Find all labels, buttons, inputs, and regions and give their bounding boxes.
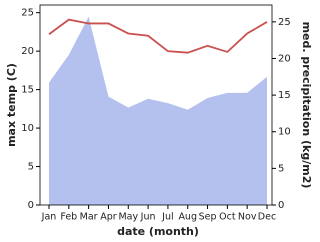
y2-axis-title: med. precipitation (kg/m2) [300,22,313,189]
x-tick-label: Jul [161,212,173,223]
y-tick-label: 0 [28,200,34,211]
x-axis-title: date (month) [117,225,199,238]
x-tick-label: Aug [178,212,197,223]
x-tick-label: Oct [219,212,236,223]
x-tick-label: Dec [258,212,276,223]
y-tick-label: 20 [21,46,34,57]
plot-frame [39,4,273,206]
x-tick-label: Jan [41,212,57,223]
x-tick-label: Sep [199,212,217,223]
temp-line [48,18,268,54]
x-tick-label: Nov [238,212,257,223]
y-axis-title: max temp (C) [5,63,18,147]
y-tick-label: 25 [21,8,34,19]
y2-tick-label: 25 [278,17,291,28]
y2-tick-label: 0 [278,200,284,211]
x-tick-label: Mar [80,212,98,223]
x-tick-label: Jun [140,212,156,223]
x-tick-label: May [118,212,138,223]
y2-tick-label: 10 [278,127,291,138]
x-tick-label: Apr [100,212,117,223]
x-tick-label: Feb [60,212,77,223]
precipitation-area [49,16,267,205]
y2-tick-label: 5 [278,163,284,174]
y-tick-label: 10 [21,123,34,134]
y2-tick-label: 20 [278,53,291,64]
y2-tick-label: 15 [278,90,291,101]
y-tick-label: 15 [21,85,34,96]
y-tick-label: 5 [28,162,34,173]
